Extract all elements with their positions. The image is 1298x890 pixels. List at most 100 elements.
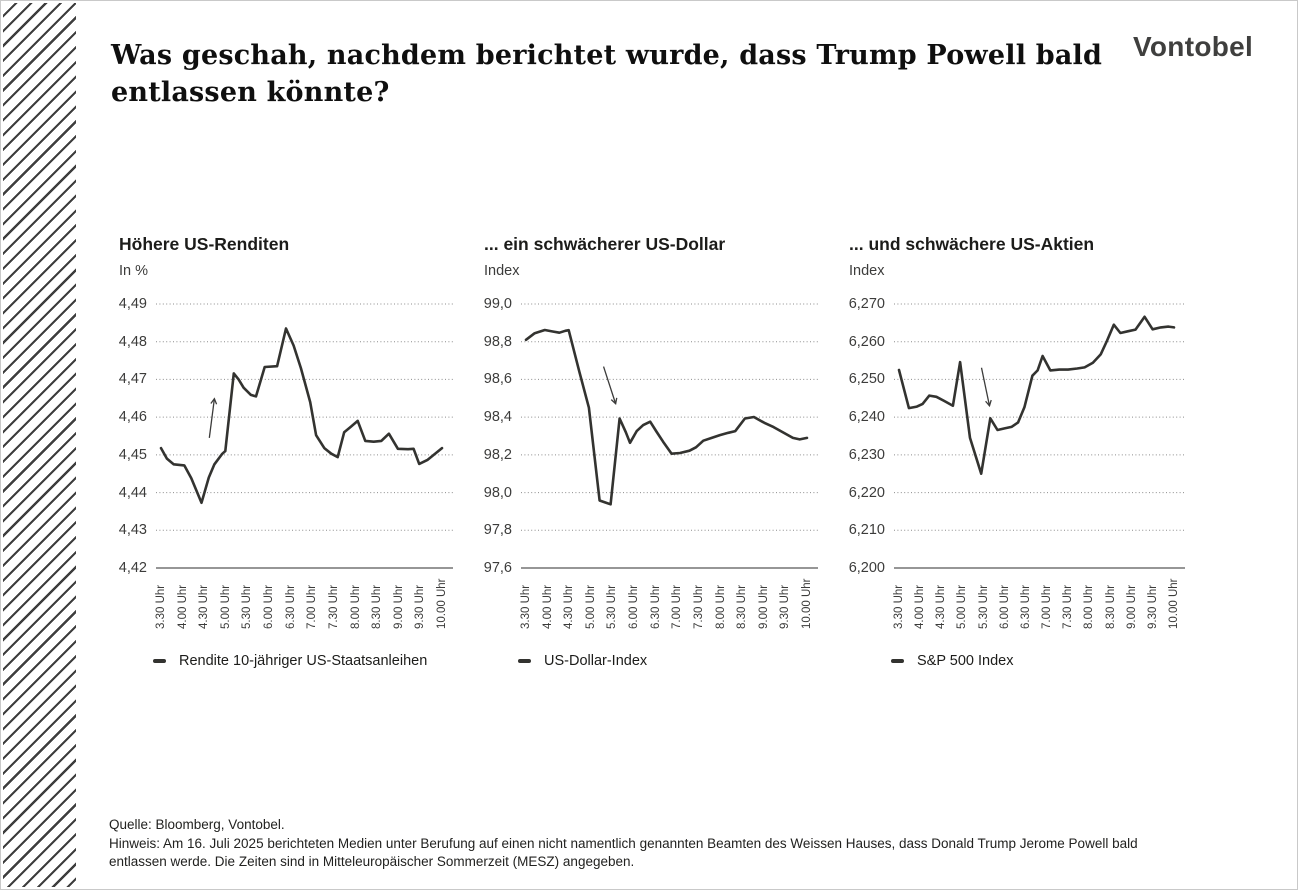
x-tick-label: 6.00 Uhr: [263, 584, 276, 629]
y-tick-label: 98,6: [483, 371, 512, 388]
y-tick-label: 6,210: [848, 522, 885, 539]
page-title: Was geschah, nachdem berichtet wurde, da…: [111, 37, 1111, 111]
data-line: [159, 327, 444, 505]
y-tick-label: 97,6: [483, 560, 512, 576]
arrow-down-icon: [980, 367, 992, 408]
x-tick-label: 10.00 Uhr: [1168, 578, 1180, 629]
chart-title: ... und schwächere US-Aktien: [849, 234, 1095, 254]
legend-dollar: US-Dollar-Index: [518, 651, 647, 671]
legend-label: Rendite 10-jähriger US-Staatsanleihen: [179, 653, 428, 669]
chart-canvas: [521, 303, 818, 569]
y-tick-label: 4,48: [118, 333, 147, 350]
y-tick-label: 98,0: [483, 484, 512, 501]
legend-stocks: S&P 500 Index: [891, 651, 1013, 671]
x-tick-label: 5.00 Uhr: [956, 584, 969, 629]
x-tick-label: 8.00 Uhr: [349, 584, 362, 629]
y-tick-label: 97,8: [483, 522, 512, 539]
data-line: [524, 328, 809, 506]
y-tick-label: 98,2: [483, 446, 512, 463]
legend-line-marker: [891, 659, 904, 663]
x-tick-label: 6.30 Uhr: [1019, 584, 1032, 629]
x-tick-label: 9.30 Uhr: [779, 584, 792, 629]
x-tick-label: 4.00 Uhr: [541, 584, 554, 629]
legend-line-marker: [153, 659, 166, 663]
y-tick-label: 4,47: [118, 371, 147, 388]
legend-label: US-Dollar-Index: [544, 653, 648, 669]
x-tick-label: 7.30 Uhr: [327, 584, 340, 629]
x-tick-label: 9.00 Uhr: [757, 584, 770, 629]
x-tick-label: 8.00 Uhr: [1083, 584, 1096, 629]
x-tick-label: 6.00 Uhr: [628, 584, 641, 629]
x-tick-label: 7.00 Uhr: [1041, 584, 1054, 629]
x-tick-label: 9.00 Uhr: [392, 584, 405, 629]
x-tick-label: 4.30 Uhr: [935, 584, 948, 629]
x-tick-label: 10.00 Uhr: [801, 578, 813, 629]
chart-unit-label: Index: [849, 263, 885, 279]
page-title-line1: Was geschah, nachdem berichtet wurde, da…: [111, 40, 1103, 71]
source-text: Quelle: Bloomberg, Vontobel.: [109, 817, 285, 832]
y-tick-label: 4,43: [118, 522, 147, 539]
x-tick-label: 6.30 Uhr: [649, 584, 662, 629]
y-tick-label: 6,230: [848, 446, 885, 463]
x-tick-label: 8.30 Uhr: [371, 584, 384, 629]
chart-canvas: [894, 303, 1185, 569]
x-tick-label: 8.00 Uhr: [714, 584, 727, 629]
y-tick-label: 4,49: [118, 296, 147, 312]
y-tick-label: 4,42: [118, 560, 147, 576]
x-tick-label: 5.30 Uhr: [606, 584, 619, 629]
chart-unit-label: In %: [119, 263, 149, 279]
x-tick-label: 5.00 Uhr: [584, 584, 597, 629]
x-tick-label: 3.30 Uhr: [520, 584, 532, 629]
plot-area-stocks: [894, 303, 1185, 569]
x-tick-label: 4.00 Uhr: [914, 584, 927, 629]
y-tick-label: 6,250: [848, 371, 885, 388]
chart-unit-label: Index: [484, 263, 520, 279]
chart-title: Höhere US-Renditen: [119, 234, 290, 254]
y-tick-label: 4,46: [118, 409, 147, 426]
legend-line-marker: [518, 659, 531, 663]
chart-us-stocks: ... und schwächere US-Aktien Index S&P 5…: [843, 231, 1205, 701]
y-tick-label: 6,260: [848, 333, 885, 350]
x-tick-label: 10.00 Uhr: [436, 578, 448, 629]
y-tick-label: 6,200: [848, 560, 885, 576]
x-tick-label: 8.30 Uhr: [736, 584, 749, 629]
x-tick-label: 7.00 Uhr: [671, 584, 684, 629]
chart-us-dollar: ... ein schwächerer US-Dollar Index US-D…: [478, 231, 840, 701]
x-tick-label: 4.00 Uhr: [176, 584, 189, 629]
x-tick-label: 5.30 Uhr: [241, 584, 254, 629]
x-tick-label: 9.30 Uhr: [1146, 584, 1159, 629]
x-tick-label: 3.30 Uhr: [893, 584, 905, 629]
y-tick-label: 4,44: [118, 484, 147, 501]
x-tick-label: 4.30 Uhr: [563, 584, 576, 629]
data-line: [897, 315, 1176, 475]
x-tick-label: 3.30 Uhr: [155, 584, 167, 629]
x-tick-label: 9.30 Uhr: [414, 584, 427, 629]
note-text: Hinweis: Am 16. Juli 2025 berichteten Me…: [109, 835, 1138, 870]
x-tick-label: 7.30 Uhr: [692, 584, 705, 629]
chart-us-yields: Höhere US-Renditen In % Rendite 10-jähri…: [113, 231, 475, 701]
legend-yields: Rendite 10-jähriger US-Staatsanleihen: [153, 651, 427, 671]
page-title-line2: entlassen könnte?: [111, 77, 390, 108]
hatch-pattern-strip: [3, 3, 76, 887]
x-tick-label: 9.00 Uhr: [1125, 584, 1138, 629]
x-tick-label: 7.30 Uhr: [1062, 584, 1075, 629]
chart-title: ... ein schwächerer US-Dollar: [484, 234, 726, 254]
arrow-up-icon: [208, 397, 218, 438]
arrow-down-icon: [602, 366, 618, 406]
chart-canvas: [156, 303, 453, 569]
y-tick-label: 99,0: [483, 296, 512, 312]
vontobel-logo: Vontobel: [1133, 31, 1254, 62]
y-tick-label: 4,45: [118, 446, 147, 463]
x-tick-label: 5.30 Uhr: [977, 584, 990, 629]
x-tick-label: 8.30 Uhr: [1104, 584, 1117, 629]
y-tick-label: 6,270: [848, 296, 885, 312]
x-tick-label: 5.00 Uhr: [219, 584, 232, 629]
x-tick-label: 6.30 Uhr: [284, 584, 297, 629]
plot-area-yields: [156, 303, 453, 569]
legend-label: S&P 500 Index: [917, 653, 1014, 669]
plot-area-dollar: [521, 303, 818, 569]
footnote-block: Quelle: Bloomberg, Vontobel. Hinweis: Am…: [109, 816, 1199, 872]
x-tick-label: 4.30 Uhr: [198, 584, 211, 629]
x-tick-label: 6.00 Uhr: [998, 584, 1011, 629]
